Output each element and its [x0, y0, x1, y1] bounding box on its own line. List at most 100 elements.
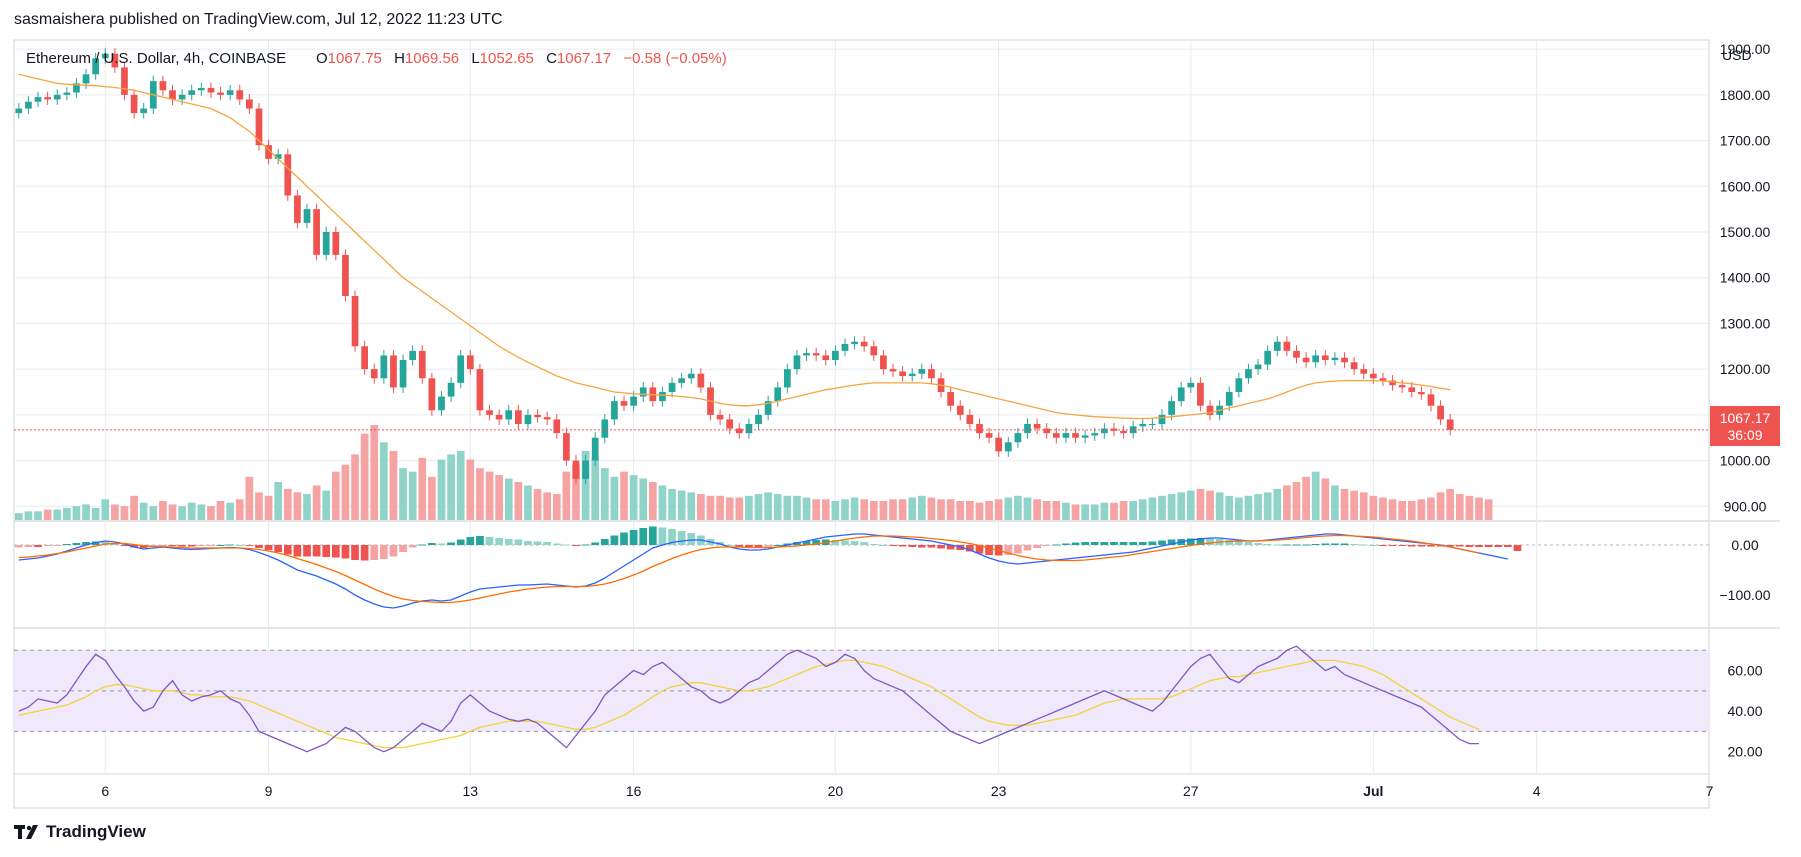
macd-tick-label: −100.00	[1720, 587, 1771, 603]
macd-histogram-bar	[687, 533, 696, 545]
candle-body	[1100, 428, 1108, 434]
candle-body	[1408, 387, 1416, 392]
volume-bar	[946, 499, 955, 520]
candle-body	[486, 410, 493, 415]
macd-histogram-bar	[62, 544, 71, 545]
macd-histogram-bar	[591, 542, 600, 545]
candle-body	[1437, 405, 1444, 420]
macd-histogram-bar	[735, 545, 744, 547]
macd-histogram-bar	[946, 545, 955, 550]
tradingview-logo[interactable]: TradingView	[14, 822, 146, 842]
candle-body	[745, 424, 753, 434]
candle-body	[620, 401, 628, 406]
candle-body	[1187, 382, 1195, 388]
candle-body	[947, 392, 955, 406]
volume-bar	[985, 501, 993, 520]
candle-body	[880, 355, 887, 370]
open-label: O	[316, 50, 328, 67]
volume-bar	[1359, 492, 1368, 520]
rsi-pane	[14, 645, 1709, 753]
candle-body	[1197, 382, 1204, 406]
macd-histogram-bar	[370, 545, 379, 560]
volume-bar	[1148, 497, 1157, 520]
candle-body	[601, 419, 609, 438]
volume-bar	[178, 506, 186, 520]
last-price-tag	[1710, 406, 1780, 446]
macd-histogram-bar	[1090, 542, 1099, 545]
volume-bar	[428, 476, 436, 520]
volume-bar	[620, 471, 628, 520]
macd-histogram-bar	[1494, 545, 1503, 547]
macd-histogram-bar	[1359, 544, 1368, 546]
candle-body	[1014, 433, 1022, 443]
price-tick-label: 1500.00	[1720, 224, 1771, 240]
candle-body	[342, 254, 349, 296]
candle-body	[860, 341, 868, 347]
macd-histogram-bar	[1148, 541, 1157, 545]
macd-histogram-bar	[1465, 545, 1474, 547]
macd-histogram-bar	[1206, 538, 1214, 545]
candle-body	[582, 460, 589, 479]
macd-histogram-bar	[572, 545, 580, 546]
macd-histogram-bar	[1138, 542, 1147, 545]
volume-bar	[1167, 494, 1176, 520]
macd-histogram-bar	[1379, 545, 1387, 546]
volume-bar	[1311, 471, 1320, 520]
macd-histogram-bar	[235, 545, 244, 546]
macd-histogram-bar	[879, 545, 888, 546]
candle-body	[1062, 433, 1070, 438]
macd-histogram-bar	[1254, 543, 1262, 545]
macd-histogram-bar	[207, 545, 215, 546]
macd-histogram-bar	[966, 545, 974, 552]
symbol-name[interactable]: Ethereum / U.S. Dollar, 4h, COINBASE	[26, 50, 286, 67]
price-tick-label: 1300.00	[1720, 315, 1771, 331]
volume-bar	[821, 499, 830, 520]
volume-bar	[1033, 499, 1041, 520]
publish-info: sasmaishera published on TradingView.com…	[14, 11, 503, 28]
candle-body	[1379, 378, 1387, 381]
change-value: −0.58 (−0.05%)	[623, 50, 726, 67]
macd-histogram-bar	[639, 528, 648, 545]
candle-body	[1446, 419, 1454, 430]
volume-bar	[495, 475, 503, 520]
volume-bar	[1302, 476, 1310, 520]
volume-bar	[1340, 488, 1349, 520]
candle-body	[659, 392, 666, 402]
bar-countdown: 36:09	[1727, 427, 1762, 443]
volume-bar	[649, 482, 657, 520]
volume-bar	[572, 464, 580, 520]
candle-body	[639, 387, 647, 397]
volume-bar	[773, 494, 782, 520]
candle-body	[495, 414, 503, 420]
candle-body	[361, 346, 369, 370]
macd-histogram-bar	[14, 545, 23, 548]
candle-body	[783, 369, 791, 388]
volume-bar	[1090, 504, 1099, 520]
volume-bar	[1244, 495, 1253, 520]
candle-body	[1004, 442, 1012, 452]
macd-histogram-bar	[581, 544, 590, 546]
macd-histogram-bar	[850, 541, 859, 545]
candle-body	[976, 424, 983, 434]
moving-average-line	[18, 73, 1451, 420]
macd-histogram-bar	[168, 545, 177, 546]
volume-bar	[168, 504, 177, 520]
macd-histogram-bar	[831, 540, 840, 545]
volume-bar	[245, 476, 254, 520]
price-tick-label: 1700.00	[1720, 133, 1771, 149]
candle-body	[255, 108, 263, 146]
rsi-tick-label: 40.00	[1727, 703, 1762, 719]
macd-histogram-bar	[24, 545, 33, 547]
macd-histogram-bar	[985, 545, 993, 555]
volume-bar	[697, 494, 705, 520]
candle-body	[140, 108, 148, 114]
candle-body	[101, 53, 109, 59]
volume-bar	[1138, 499, 1147, 520]
volume-bar	[274, 482, 283, 520]
macd-histogram-bar	[514, 539, 523, 545]
volume-bar	[629, 475, 638, 520]
candle-body	[1360, 369, 1368, 374]
macd-histogram-bar	[312, 545, 321, 557]
volume-bar	[1110, 502, 1118, 520]
